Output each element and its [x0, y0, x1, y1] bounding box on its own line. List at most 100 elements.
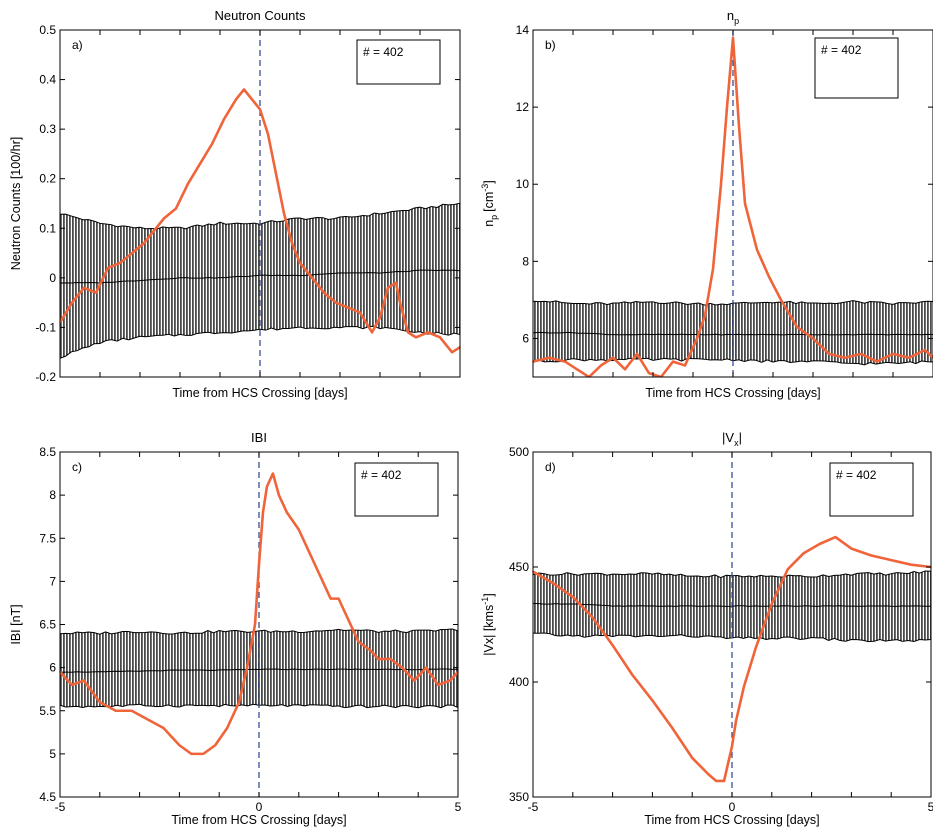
x-tick-label: 0: [729, 800, 736, 814]
y-tick-label: 0.1: [39, 221, 56, 235]
signal-point: [95, 291, 97, 294]
y-tick-label: 14: [516, 23, 530, 37]
signal-point: [226, 727, 228, 729]
y-tick-label: 0.5: [39, 23, 56, 37]
signal-point: [371, 331, 373, 334]
signal-point: [572, 596, 574, 598]
signal-line: [60, 472, 458, 756]
signal-point: [611, 644, 614, 646]
signal-point: [107, 267, 109, 269]
signal-point: [359, 311, 361, 314]
panel-letter: d): [545, 460, 556, 474]
signal-point: [924, 349, 926, 351]
panel-c: 4.5 5 5.5 6 6.5 7 7.5 8 8.5 -5 0 5 Time from HCS Cro…: [9, 430, 462, 827]
y-tick-label: 5.5: [39, 704, 56, 718]
chart-title: |Vx|: [722, 430, 742, 448]
signal-point: [377, 658, 380, 660]
y-axis-label: np[cm-3]: [480, 180, 499, 227]
x-axis-label: Time from HCS Crossing [days]: [172, 386, 347, 400]
signal-point: [415, 336, 417, 339]
signal-point: [178, 744, 181, 747]
signal-point: [548, 356, 550, 359]
signal-point: [672, 360, 674, 363]
signal-point: [272, 472, 274, 475]
signal-point: [214, 744, 217, 747]
signal-point: [744, 202, 746, 205]
signal-point: [780, 299, 782, 301]
signal-point: [796, 326, 798, 328]
signal-point: [119, 262, 121, 264]
signal-point: [576, 368, 578, 371]
signal-point: [870, 554, 873, 557]
y-tick-label: 0.4: [39, 73, 56, 87]
signal-point: [309, 554, 312, 557]
signal-point: [427, 331, 429, 334]
signal-point: [696, 337, 698, 340]
signal-point: [199, 163, 201, 165]
x-axis-label: Time from HCS Crossing [days]: [171, 813, 346, 827]
signal-point: [323, 291, 325, 294]
signal-point: [259, 108, 261, 111]
y-tick-label: 4.5: [39, 790, 56, 804]
signal-point: [648, 372, 650, 374]
signal-point: [684, 364, 686, 367]
y-axis-label: IBI [nT]: [9, 604, 23, 644]
y-tick-label: 8.5: [39, 445, 56, 459]
signal-point: [146, 718, 149, 721]
signal-point: [223, 118, 225, 121]
signal-point: [369, 649, 372, 652]
panel-letter: b): [545, 38, 556, 52]
signal-point: [755, 646, 757, 649]
signal-point: [83, 286, 85, 289]
y-tick-label: 8: [49, 488, 56, 502]
signal-line: [533, 36, 933, 377]
signal-point: [860, 353, 862, 355]
signal-point: [298, 528, 300, 531]
y-tick-label: 350: [509, 790, 529, 804]
signal-point: [407, 331, 409, 334]
panel-d: 350 400 450 500 -5 0 5 Time from HCS Crossing […: [480, 430, 933, 827]
y-tick-label: 0: [49, 271, 56, 285]
signal-point: [114, 709, 117, 712]
signal-point: [715, 780, 717, 782]
panel-a: -0.2 -0.1 0 0.1 0.2 0.3 0.4 0.5 Time from HCS Cr…: [9, 8, 461, 400]
signal-point: [743, 685, 745, 688]
count-label: # = 402: [821, 43, 862, 57]
signal-point: [357, 640, 360, 643]
signal-point: [238, 701, 240, 703]
band-upper-line: [60, 628, 458, 635]
signal-point: [876, 360, 878, 363]
chart-title: Neutron Counts: [214, 8, 306, 23]
signal-point: [395, 282, 397, 284]
y-tick-label: 6: [49, 661, 56, 675]
signal-point: [726, 106, 728, 108]
panel-letter: c): [72, 460, 82, 474]
signal-point: [151, 232, 153, 235]
signal-point: [890, 559, 892, 561]
panel-letter: a): [72, 38, 83, 52]
signal-point: [235, 98, 237, 101]
mean-line: [60, 668, 458, 673]
signal-point: [786, 568, 789, 571]
signal-point: [175, 207, 177, 210]
signal-point: [892, 353, 894, 355]
signal-point: [347, 306, 349, 309]
signal-point: [564, 360, 566, 363]
signal-point: [636, 353, 638, 355]
signal-point: [850, 547, 853, 550]
chart-title: IBI: [251, 430, 267, 445]
signal-point: [591, 616, 594, 619]
signal-point: [251, 98, 253, 101]
signal-point: [71, 301, 73, 304]
count-box: [354, 462, 439, 517]
signal-point: [818, 543, 821, 545]
signal-point: [731, 745, 733, 748]
signal-point: [732, 36, 734, 39]
signal-point: [712, 268, 714, 270]
count-box: [356, 39, 441, 85]
signal-point: [768, 275, 770, 278]
signal-point: [266, 485, 268, 488]
signal-point: [190, 753, 193, 755]
signal-point: [162, 727, 165, 729]
